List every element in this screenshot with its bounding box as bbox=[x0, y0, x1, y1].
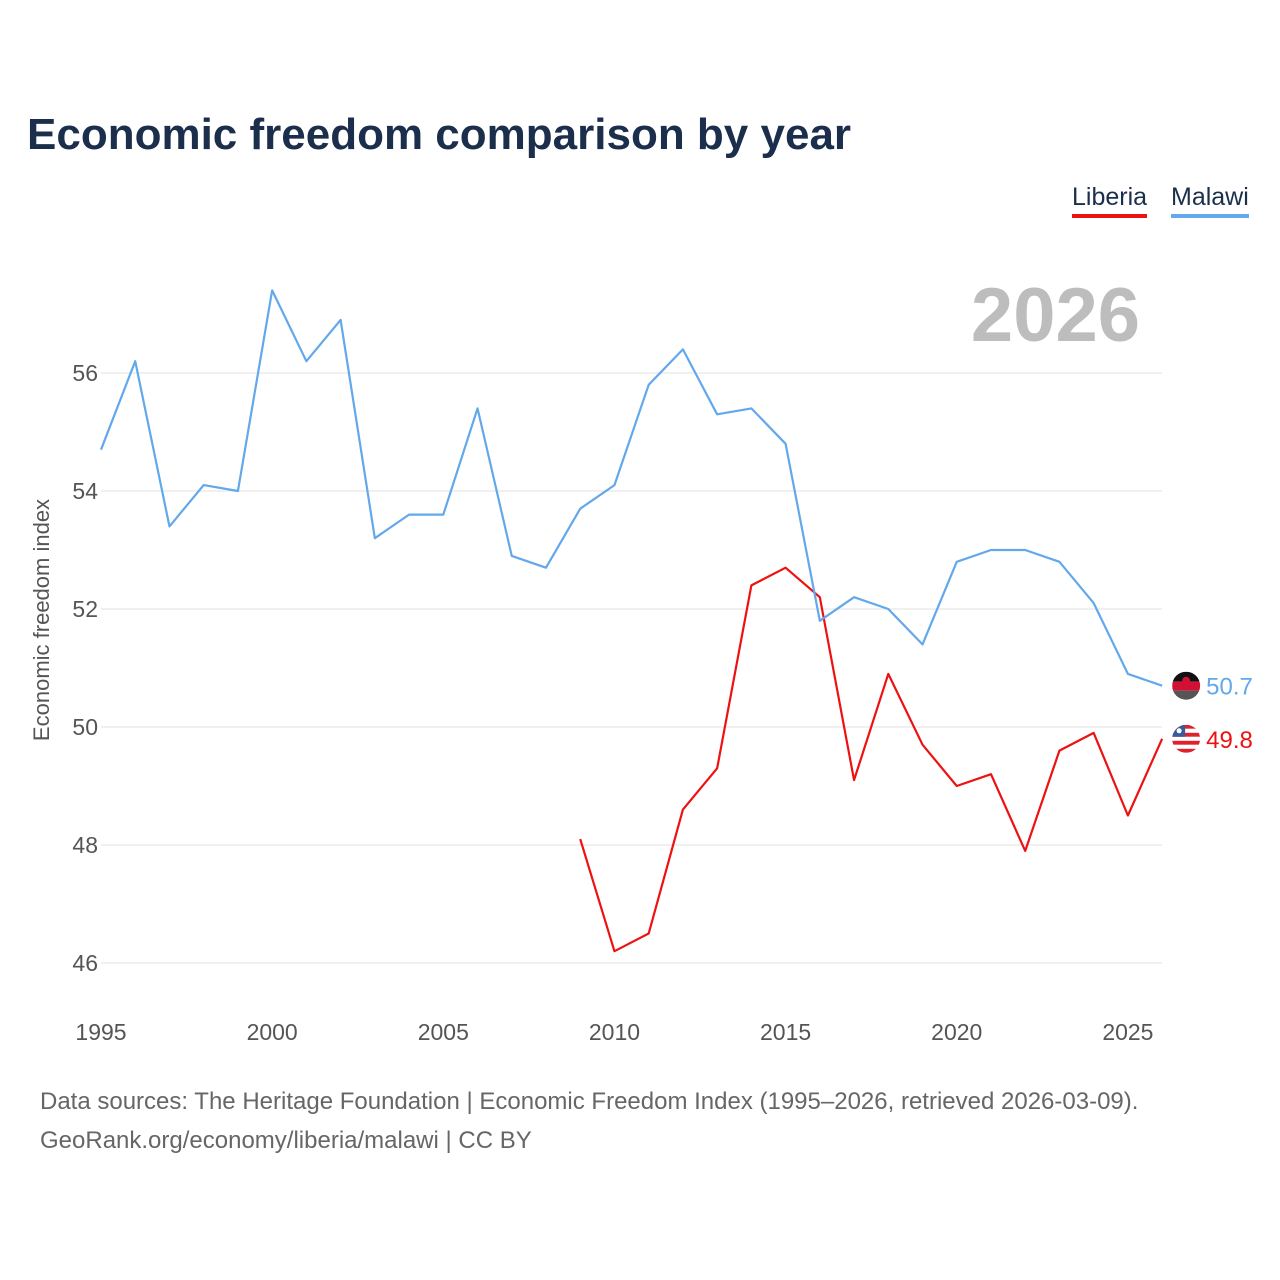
series-line-malawi bbox=[99, 289, 1163, 687]
footer-link[interactable]: GeoRank.org/economy/liberia/malawi | CC … bbox=[40, 1127, 532, 1154]
x-tick-label: 1995 bbox=[75, 1019, 126, 1045]
y-tick-label: 52 bbox=[72, 596, 98, 622]
x-tick-label: 2025 bbox=[1102, 1019, 1153, 1045]
footer-sources: Data sources: The Heritage Foundation | … bbox=[40, 1088, 1139, 1115]
y-tick-label: 54 bbox=[72, 478, 98, 504]
liberia-flag-icon bbox=[1172, 724, 1201, 753]
y-tick-label: 46 bbox=[72, 950, 98, 976]
x-tick-label: 2020 bbox=[931, 1019, 982, 1045]
legend-malawi[interactable]: Malawi bbox=[1171, 183, 1249, 218]
legend-liberia[interactable]: Liberia bbox=[1072, 183, 1148, 218]
x-tick-label: 2000 bbox=[247, 1019, 298, 1045]
end-value-label-liberia: 49.8 bbox=[1206, 727, 1253, 754]
y-tick-label: 56 bbox=[72, 360, 98, 386]
series-line-liberia bbox=[579, 566, 1164, 953]
x-tick-label: 2005 bbox=[418, 1019, 469, 1045]
end-value-label-malawi: 50.7 bbox=[1206, 674, 1253, 701]
chart-title: Economic freedom comparison by year bbox=[27, 110, 852, 159]
current-year-label: 2026 bbox=[970, 273, 1140, 358]
y-tick-label: 50 bbox=[72, 714, 98, 740]
malawi-flag-icon bbox=[1172, 671, 1201, 700]
y-tick-label: 48 bbox=[72, 832, 98, 858]
x-tick-label: 2015 bbox=[760, 1019, 811, 1045]
x-tick-label: 2010 bbox=[589, 1019, 640, 1045]
